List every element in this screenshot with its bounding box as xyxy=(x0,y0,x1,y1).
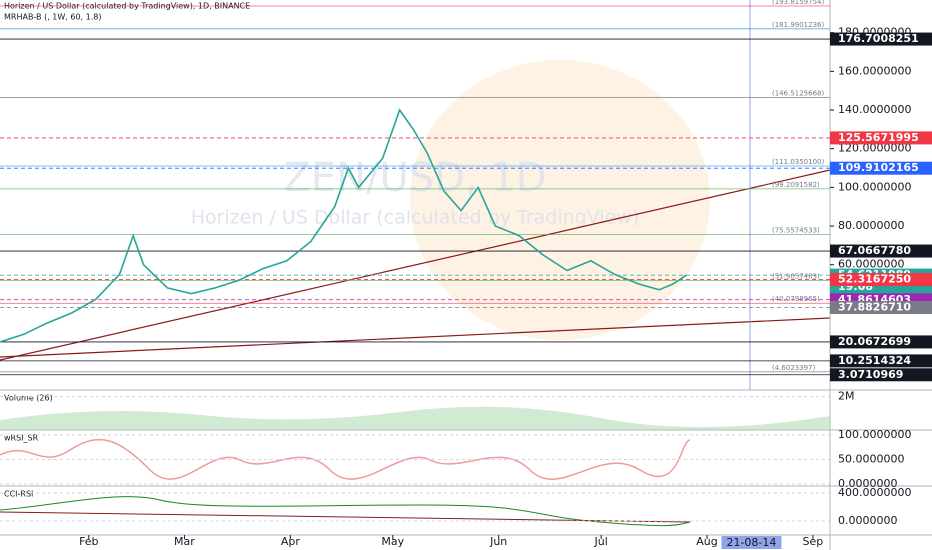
level-label: 176.7008251 xyxy=(838,32,919,45)
level-label: 20.0672699 xyxy=(838,335,911,348)
x-tick-label: Feb xyxy=(79,535,98,548)
cloud xyxy=(410,60,710,340)
pane-tick-label: 400.0000000 xyxy=(838,486,911,499)
cci-line xyxy=(0,496,691,527)
pane-title: CCI-RSI xyxy=(4,490,33,499)
level-label: 3.0710969 xyxy=(838,368,903,381)
level-label: 37.8826710 xyxy=(838,300,911,313)
x-tick-label: May xyxy=(381,535,404,548)
y-tick-label: 80.0000000 xyxy=(838,219,904,232)
pane-tick-label: 0.0000000 xyxy=(838,477,898,490)
pane-tick-label: 0.0000000 xyxy=(838,514,898,527)
level-label: 10.2514324 xyxy=(838,354,911,367)
fib-label: (40.0798965) xyxy=(772,295,820,303)
x-tick-label: Jun xyxy=(489,535,507,548)
fib-label: (146.5125668) xyxy=(772,89,824,97)
level-box xyxy=(830,32,932,46)
fib-label: (75.5574533) xyxy=(772,227,820,235)
y-tick-label: 120.0000000 xyxy=(838,142,911,155)
crosshair-box xyxy=(721,536,782,549)
pane-tick-label: 2M xyxy=(838,390,855,403)
price-line xyxy=(0,108,687,343)
y-tick-label: 140.0000000 xyxy=(838,103,911,116)
fib-label: (4.6023397) xyxy=(772,364,816,372)
fib-label: (193.8159754) xyxy=(772,0,824,6)
level-box xyxy=(830,368,932,382)
level-box xyxy=(830,273,932,287)
cci-signal xyxy=(0,511,691,523)
level-box xyxy=(830,161,932,175)
crosshair-label: 21-08-14 xyxy=(726,536,776,549)
fib-label: (181.9901236) xyxy=(772,21,824,29)
level-label: 125.5671995 xyxy=(838,131,919,144)
x-tick-label: Mar xyxy=(174,535,195,548)
x-tick-label: Aug xyxy=(696,535,717,548)
indicator-title: MRHAB-B (, 1W, 60, 1.8) xyxy=(4,13,101,22)
level-box xyxy=(830,244,932,258)
trend-line xyxy=(0,169,831,361)
fib-label: (111.0350100) xyxy=(772,158,824,166)
y-tick-label: 60.0000000 xyxy=(838,258,904,271)
volume-area xyxy=(0,406,830,430)
y-tick-label: 100.0000000 xyxy=(838,180,911,193)
x-tick-label: Sep xyxy=(803,535,824,548)
watermark-ticker: ZEN/USD, 1D xyxy=(283,155,546,201)
level-box xyxy=(830,300,932,314)
fib-label: (51.9057483) xyxy=(772,272,820,280)
trend-line xyxy=(0,317,831,358)
level-box xyxy=(830,354,932,368)
watermark-description: Horizen / US Dollar (calculated by Tradi… xyxy=(191,207,640,229)
x-tick-label: Apr xyxy=(281,535,301,548)
level-label: 67.0667780 xyxy=(838,244,911,257)
level-label: 52.3167250 xyxy=(838,273,911,286)
x-tick-label: Jul xyxy=(594,535,608,548)
y-tick-label: 160.0000000 xyxy=(838,64,911,77)
level-box xyxy=(830,131,932,145)
level-box xyxy=(830,335,932,349)
pane-tick-label: 50.0000000 xyxy=(838,452,904,465)
pane-title: Volume (26) xyxy=(4,394,53,403)
level-label: 109.9102165 xyxy=(838,161,919,174)
fib-label: (99.2091582) xyxy=(772,181,820,189)
pane-title: wRSI_SR xyxy=(4,434,39,443)
pane-tick-label: 100.0000000 xyxy=(838,428,911,441)
rsi-line xyxy=(0,438,691,480)
